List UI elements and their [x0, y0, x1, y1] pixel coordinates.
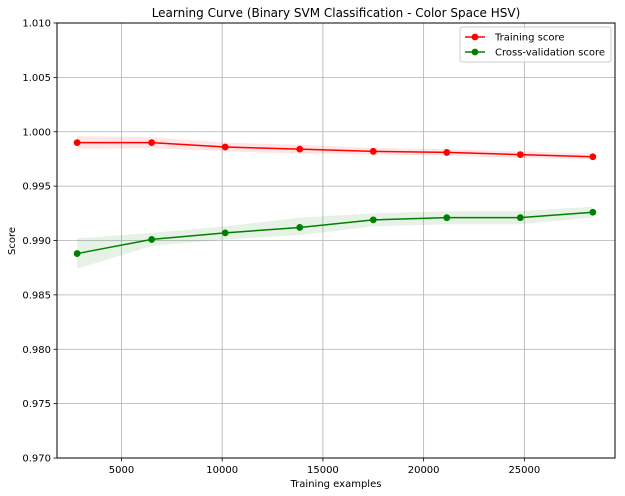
y-tick-label: 0.975 [22, 399, 51, 410]
legend-cross-validation-label: Cross-validation score [495, 48, 605, 59]
legend-training-marker [471, 33, 479, 41]
cross-validation-score-point [148, 236, 156, 243]
series-points [73, 139, 597, 257]
y-tick-label: 1.005 [22, 73, 51, 84]
x-tick-label: 10000 [206, 465, 238, 476]
training-score-point [148, 139, 156, 147]
training-score-point [516, 151, 524, 158]
x-axis-label: Training examples [290, 479, 382, 490]
x-tick-label: 25000 [508, 465, 540, 476]
y-tick-label: 0.970 [22, 454, 51, 465]
x-tick-label: 5000 [109, 465, 134, 476]
series-lines [77, 141, 593, 255]
training-score-point [589, 153, 597, 161]
training-score-point [221, 143, 229, 151]
cross-validation-score-point [369, 216, 377, 224]
legend-cross-validation-marker [471, 48, 479, 56]
training-score-point [73, 139, 81, 147]
legend-training-label: Training score [494, 33, 565, 44]
chart-title: Learning Curve (Binary SVM Classificatio… [152, 6, 521, 20]
y-tick-label: 1.000 [22, 127, 51, 138]
cross-validation-score-point [589, 208, 597, 216]
x-tick-label: 15000 [307, 465, 339, 476]
legend-box [459, 26, 612, 63]
training-score-line [77, 141, 593, 158]
y-tick-label: 0.985 [22, 290, 51, 301]
x-tick-label: 20000 [408, 465, 440, 476]
cross-validation-score-point [221, 229, 229, 237]
training-score-point [443, 149, 451, 156]
cross-validation-score-point [516, 214, 524, 222]
training-score-point [296, 145, 304, 153]
training-score-point [369, 147, 377, 155]
y-tick-label: 0.980 [22, 345, 51, 356]
y-axis-label: Score [7, 227, 18, 255]
y-axis-ticks: 0.970 0.975 0.980 0.985 0.990 0.995 1.000 1.005… [22, 19, 57, 465]
cross-validation-score-point [73, 250, 81, 257]
x-axis-ticks: 5000 10000 15000 20000 25000 [109, 458, 540, 476]
y-tick-label: 0.995 [22, 182, 51, 193]
legend: Training score Cross-validation score [459, 26, 612, 63]
y-tick-label: 0.990 [22, 236, 51, 247]
cross-validation-score-point [296, 224, 304, 231]
cross-validation-score-line [77, 211, 593, 255]
y-tick-label: 1.010 [22, 19, 51, 30]
cross-validation-score-point [443, 214, 451, 222]
cross-validation-score-band [77, 206, 593, 269]
